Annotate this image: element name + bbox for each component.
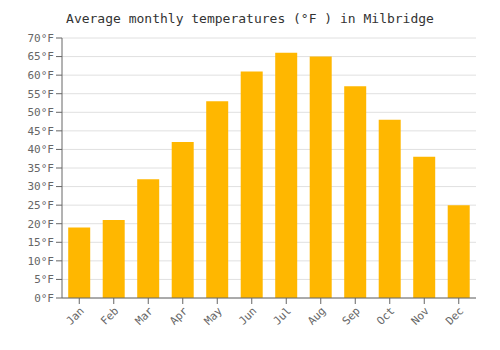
svg-text:50°F: 50°F [28,106,55,119]
svg-text:40°F: 40°F [28,143,55,156]
svg-text:15°F: 15°F [28,236,55,249]
svg-text:Jun: Jun [236,304,259,327]
svg-text:55°F: 55°F [28,88,55,101]
svg-text:65°F: 65°F [28,50,55,63]
svg-text:Jul: Jul [271,304,294,327]
html-text:Average monthly temperatures (: Average monthly temperatures (°F ) in Mi… [66,11,434,26]
svg-text:5°F: 5°F [34,273,54,286]
svg-text:45°F: 45°F [28,125,55,138]
svg-text:35°F: 35°F [28,162,55,175]
svg-text:25°F: 25°F [28,199,55,212]
svg-text:Oct: Oct [374,304,397,327]
svg-text:Dec: Dec [443,304,466,327]
svg-text:10°F: 10°F [28,255,55,268]
svg-text:20°F: 20°F [28,218,55,231]
svg-text:70°F: 70°F [28,32,55,45]
svg-text:Mar: Mar [133,304,157,328]
svg-text:Aug: Aug [305,304,328,327]
svg-text:0°F: 0°F [34,292,54,305]
svg-text:Sep: Sep [340,304,363,327]
svg-text:Apr: Apr [167,304,191,328]
svg-text:60°F: 60°F [28,69,55,82]
svg-text:Feb: Feb [98,304,121,327]
svg-text:Nov: Nov [409,304,433,328]
svg-text:Jan: Jan [64,304,87,327]
svg-text:30°F: 30°F [28,180,55,193]
svg-text:May: May [202,304,226,328]
